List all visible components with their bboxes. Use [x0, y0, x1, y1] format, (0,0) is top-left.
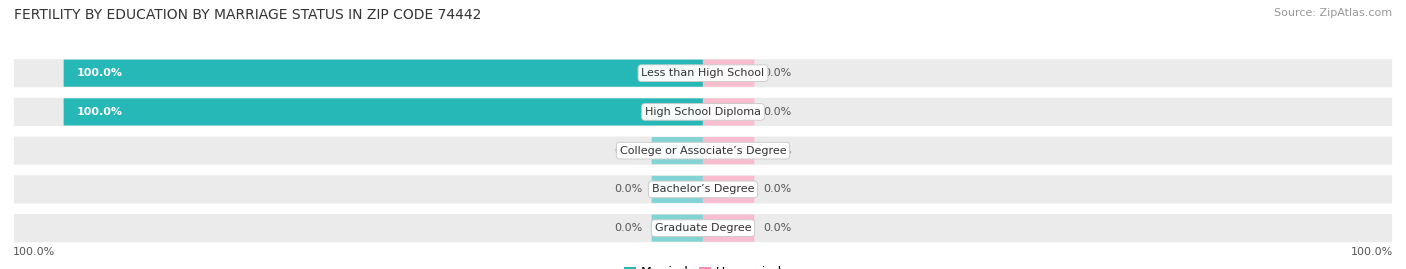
FancyBboxPatch shape: [63, 60, 703, 87]
Text: 0.0%: 0.0%: [763, 146, 792, 156]
Legend: Married, Unmarried: Married, Unmarried: [619, 261, 787, 269]
Text: College or Associate’s Degree: College or Associate’s Degree: [620, 146, 786, 156]
FancyBboxPatch shape: [13, 174, 1393, 205]
FancyBboxPatch shape: [703, 98, 755, 125]
Text: 100.0%: 100.0%: [77, 68, 122, 78]
Text: High School Diploma: High School Diploma: [645, 107, 761, 117]
FancyBboxPatch shape: [703, 176, 755, 203]
FancyBboxPatch shape: [651, 137, 703, 164]
Text: 0.0%: 0.0%: [763, 223, 792, 233]
FancyBboxPatch shape: [13, 58, 1393, 89]
Text: FERTILITY BY EDUCATION BY MARRIAGE STATUS IN ZIP CODE 74442: FERTILITY BY EDUCATION BY MARRIAGE STATU…: [14, 8, 481, 22]
Text: 0.0%: 0.0%: [614, 184, 643, 194]
FancyBboxPatch shape: [703, 215, 755, 242]
Text: 0.0%: 0.0%: [614, 146, 643, 156]
FancyBboxPatch shape: [703, 137, 755, 164]
Text: Bachelor’s Degree: Bachelor’s Degree: [652, 184, 754, 194]
Text: 100.0%: 100.0%: [13, 247, 55, 257]
FancyBboxPatch shape: [703, 60, 755, 87]
Text: 0.0%: 0.0%: [763, 107, 792, 117]
Text: 0.0%: 0.0%: [614, 223, 643, 233]
Text: Graduate Degree: Graduate Degree: [655, 223, 751, 233]
Text: Less than High School: Less than High School: [641, 68, 765, 78]
FancyBboxPatch shape: [13, 96, 1393, 128]
FancyBboxPatch shape: [651, 176, 703, 203]
FancyBboxPatch shape: [63, 98, 703, 125]
Text: 0.0%: 0.0%: [763, 184, 792, 194]
Text: Source: ZipAtlas.com: Source: ZipAtlas.com: [1274, 8, 1392, 18]
Text: 100.0%: 100.0%: [1351, 247, 1393, 257]
Text: 0.0%: 0.0%: [763, 68, 792, 78]
Text: 100.0%: 100.0%: [77, 107, 122, 117]
FancyBboxPatch shape: [13, 135, 1393, 166]
FancyBboxPatch shape: [13, 213, 1393, 244]
FancyBboxPatch shape: [651, 215, 703, 242]
